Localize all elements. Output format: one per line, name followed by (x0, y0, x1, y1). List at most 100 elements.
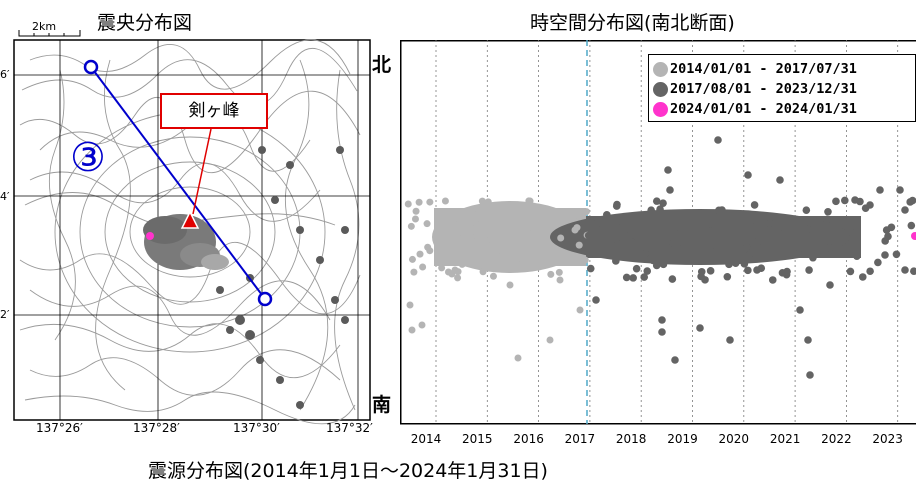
event-point (659, 199, 667, 207)
lon-label-30: 137°30′ (233, 421, 280, 435)
event-point (489, 272, 497, 280)
event-point (806, 371, 814, 379)
scale-bar-graphic (18, 30, 81, 37)
event-point (696, 324, 704, 332)
event-point (406, 301, 414, 309)
event-point (670, 228, 679, 236)
event-point (706, 219, 715, 228)
event-point (451, 266, 459, 274)
event-point (796, 306, 804, 314)
event-point (412, 207, 420, 215)
event-point (794, 249, 803, 258)
event-point (671, 356, 679, 364)
event-point (450, 220, 458, 228)
event-point (415, 198, 423, 206)
event-point (471, 238, 479, 246)
event-point (884, 232, 892, 241)
legend-item-period2: 2017/08/01 - 2023/12/31 (653, 79, 915, 99)
event-point (776, 223, 784, 231)
event-point (564, 251, 572, 259)
event-point (652, 197, 661, 205)
peak-pointer-line (192, 128, 212, 215)
event-point (418, 321, 426, 329)
event-point (582, 208, 590, 216)
event-point (544, 250, 552, 258)
event-point (666, 186, 674, 194)
event-point (641, 249, 650, 258)
event-point (714, 136, 722, 144)
event-point (866, 267, 874, 276)
event-point (441, 197, 449, 205)
event-point (454, 274, 462, 282)
event-point (593, 219, 601, 228)
figure-caption: 震源分布図(2014年1月1日〜2024年1月31日) (148, 460, 548, 482)
event-point (513, 231, 521, 239)
event-point (906, 198, 914, 206)
event-point (479, 268, 487, 276)
event-point (453, 252, 461, 260)
event-point (731, 259, 740, 268)
event-point (656, 205, 664, 214)
event-point (629, 274, 637, 282)
event-point (483, 237, 491, 245)
event-point (612, 257, 620, 265)
legend-label-period3: 2024/01/01 - 2024/01/31 (670, 101, 857, 117)
section-line (90, 66, 266, 300)
section-start-marker (83, 59, 99, 75)
event-point (882, 226, 891, 234)
event-point (627, 237, 636, 246)
event-point (847, 228, 856, 237)
event-point (804, 225, 812, 233)
event-point (701, 276, 709, 284)
year-label: 2015 (462, 432, 493, 446)
event-point (613, 200, 621, 209)
event-point (408, 255, 416, 263)
event-point (484, 198, 492, 206)
event-point (768, 276, 777, 284)
legend-dot-icon (653, 81, 668, 97)
event-point (541, 234, 549, 242)
event-point (746, 249, 754, 258)
legend: 2014/01/01 - 2017/07/31 2017/08/01 - 202… (648, 54, 916, 122)
event-point (750, 201, 759, 209)
legend-label-period1: 2014/01/01 - 2017/07/31 (670, 61, 857, 77)
event-point (557, 256, 565, 264)
recent-epicenter (146, 232, 154, 240)
event-point (410, 268, 418, 276)
event-point (851, 196, 859, 204)
event-point (911, 232, 916, 240)
event-point (809, 253, 817, 262)
event-point (724, 236, 732, 245)
event-point (643, 267, 652, 275)
event-point (892, 250, 901, 259)
year-axis: 2014 2015 2016 2017 2018 2019 2020 2021 2022 2023 (400, 432, 916, 452)
legend-item-period1: 2014/01/01 - 2017/07/31 (653, 59, 915, 79)
event-point (668, 275, 677, 283)
event-point (498, 206, 506, 214)
north-label: 北 (372, 54, 392, 76)
event-point (816, 216, 824, 224)
event-point (876, 186, 884, 194)
lat-label-4: 4′ (0, 190, 10, 203)
event-point (725, 213, 733, 222)
event-point (744, 266, 752, 275)
event-point (901, 206, 909, 214)
event-point (416, 250, 424, 258)
event-point (910, 267, 916, 276)
event-point (679, 244, 687, 253)
event-point (726, 336, 734, 344)
event-point (659, 260, 668, 269)
event-point (453, 230, 461, 238)
event-point (846, 267, 855, 276)
legend-dot-icon (653, 101, 668, 117)
event-point (718, 206, 726, 214)
event-point (404, 200, 412, 208)
event-point (437, 256, 445, 264)
event-point (581, 256, 589, 264)
year-label: 2022 (821, 432, 852, 446)
south-label: 南 (372, 394, 392, 416)
lat-label-6: 6′ (0, 68, 10, 81)
event-point (805, 266, 813, 274)
event-point (826, 281, 834, 289)
event-point (488, 250, 496, 258)
